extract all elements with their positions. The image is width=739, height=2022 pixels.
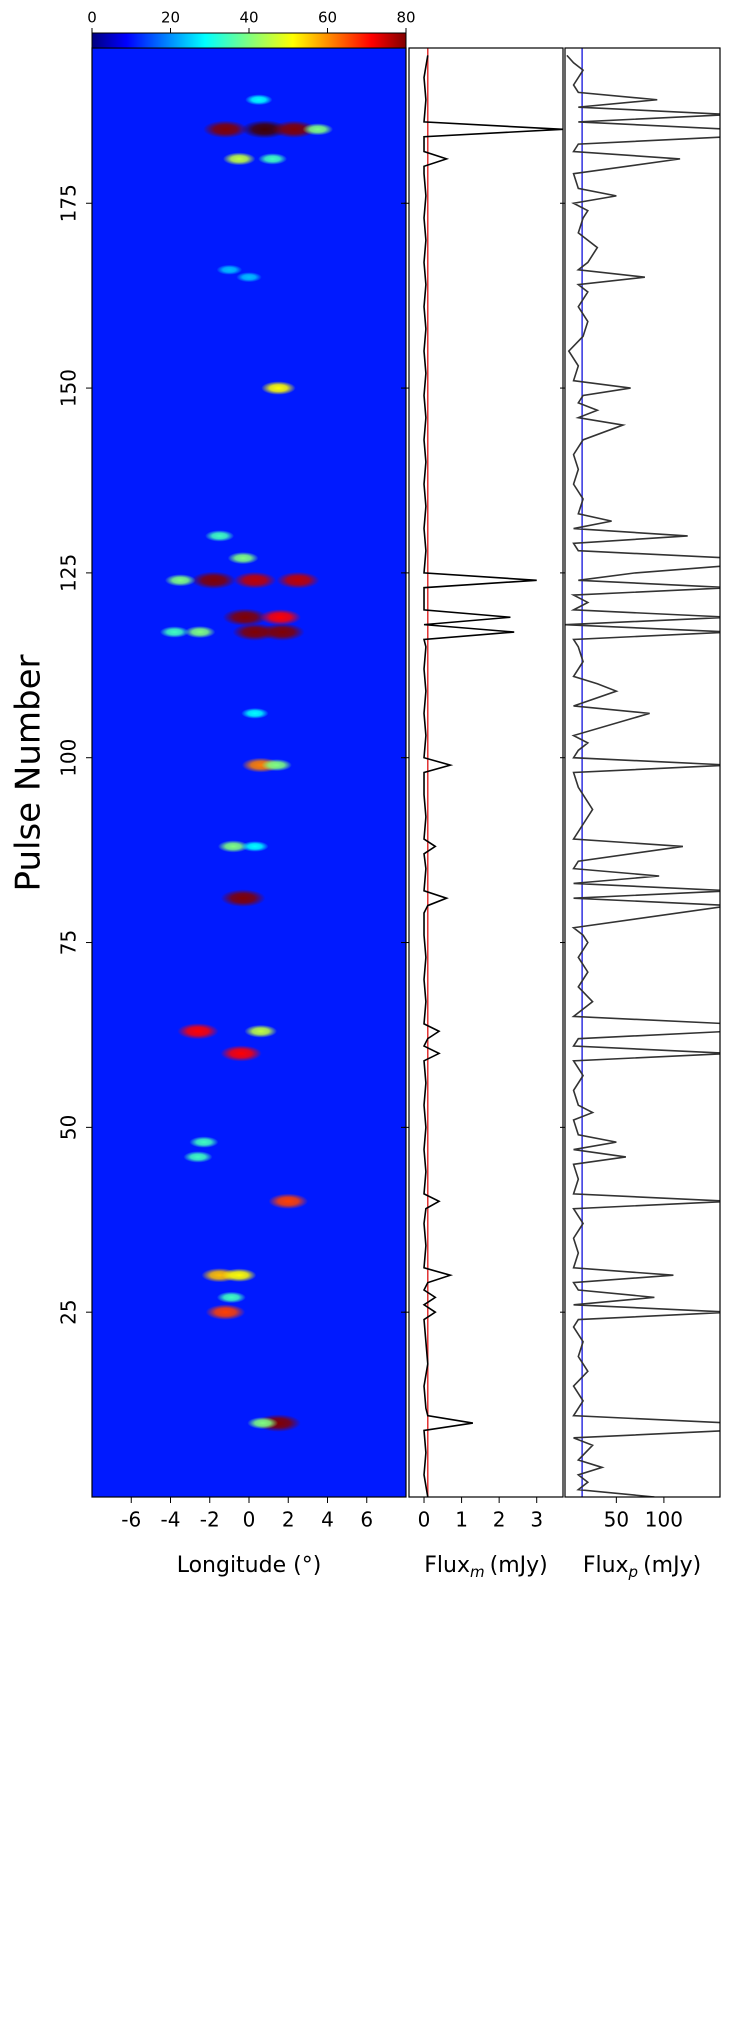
y-tick-label: 125 <box>57 554 81 592</box>
label-sub: m <box>470 1563 485 1581</box>
spot <box>271 120 317 139</box>
spot <box>276 571 320 589</box>
y-tick-label: 25 <box>57 1299 81 1324</box>
colorbar-tick-label: 0 <box>87 9 97 27</box>
spot <box>261 759 292 772</box>
x-tick-label: 3 <box>530 1508 543 1532</box>
spot <box>164 574 196 587</box>
spot <box>245 94 273 106</box>
x-axis-label: Longitude (°) <box>177 1553 322 1578</box>
spot <box>241 841 269 852</box>
spot <box>184 625 216 639</box>
spot <box>222 1268 257 1282</box>
colorbar-tick-label: 20 <box>161 9 180 27</box>
x-tick-label: 0 <box>243 1508 256 1532</box>
spot <box>268 1193 309 1210</box>
spot <box>261 381 296 395</box>
spot <box>217 840 249 853</box>
label-sub: p <box>628 1563 639 1581</box>
x-tick-label: -6 <box>121 1508 141 1532</box>
label-text: Flux <box>583 1553 629 1578</box>
x-tick-label: 6 <box>360 1508 373 1532</box>
colorbar-tick-label: 80 <box>396 9 415 27</box>
spot <box>236 272 262 283</box>
x-tick-label: 2 <box>282 1508 295 1532</box>
plot-frame <box>564 47 721 1498</box>
spot <box>189 1136 219 1148</box>
x-axis-label: Fluxp (mJy) <box>583 1553 701 1581</box>
spot <box>205 1304 246 1320</box>
flux-line <box>565 54 720 1497</box>
x-tick-label: 4 <box>321 1508 334 1532</box>
x-tick-label: 0 <box>418 1508 431 1532</box>
label-unit: (mJy) <box>490 1553 548 1578</box>
spot <box>191 571 237 590</box>
spots <box>159 94 334 1432</box>
y-tick-label: 175 <box>57 184 81 222</box>
spot <box>177 1023 219 1040</box>
x-tick-label: 2 <box>493 1508 506 1532</box>
spot <box>216 264 243 275</box>
x-axis-label: Fluxm (mJy) <box>424 1553 547 1581</box>
spot <box>302 123 334 136</box>
spot <box>183 1151 213 1163</box>
spot <box>222 152 256 166</box>
y-tick-label: 75 <box>57 930 81 955</box>
spot <box>222 608 268 627</box>
x-tick-label: -4 <box>161 1508 181 1532</box>
plot-frame <box>408 47 564 1498</box>
spot <box>227 552 259 565</box>
x-tick-label: 100 <box>645 1508 683 1532</box>
label-unit: (mJy) <box>643 1553 701 1578</box>
flux-line <box>422 55 563 1497</box>
spot <box>259 623 305 641</box>
colorbar <box>91 32 407 49</box>
x-tick-label: 50 <box>604 1508 629 1532</box>
y-tick-label: 150 <box>57 369 81 407</box>
label-text: Flux <box>424 1553 470 1578</box>
colorbar-tick-label: 40 <box>239 9 258 27</box>
y-tick-label: 100 <box>57 739 81 777</box>
spot <box>258 153 288 165</box>
heatmap-background <box>92 48 406 1497</box>
spot <box>220 889 266 907</box>
spot <box>247 1417 279 1430</box>
spot <box>259 609 302 626</box>
x-tick-label: -2 <box>200 1508 220 1532</box>
x-tick-label: 1 <box>455 1508 468 1532</box>
y-axis-label: Pulse Number <box>9 655 49 892</box>
spot <box>203 120 248 139</box>
spot <box>220 1045 262 1062</box>
y-tick-label: 50 <box>57 1115 81 1140</box>
spot <box>216 1291 246 1304</box>
spot <box>233 571 277 589</box>
spot <box>159 626 189 638</box>
spot <box>241 707 269 719</box>
spot <box>244 1024 278 1038</box>
colorbar-tick-label: 60 <box>318 9 337 27</box>
spot <box>205 530 235 542</box>
